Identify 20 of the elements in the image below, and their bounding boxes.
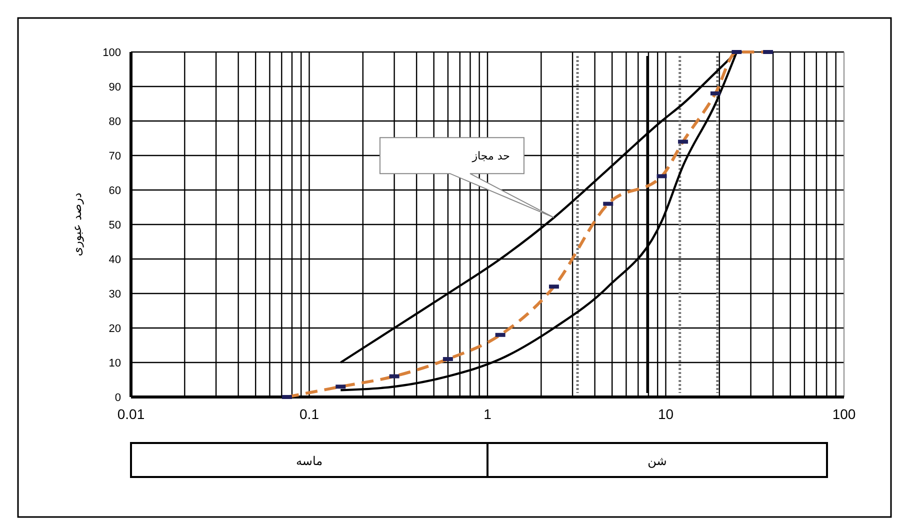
text: ماسه — [296, 454, 323, 468]
x-tick-label: 10 — [658, 406, 674, 422]
x-tick-label: 0.1 — [300, 406, 320, 422]
y-axis-title: درصد عبوری — [70, 192, 84, 256]
y-tick-label: 100 — [102, 47, 121, 59]
y-tick-label: 50 — [108, 220, 121, 232]
x-tick-label: 100 — [832, 406, 856, 422]
x-tick-label: 1 — [484, 406, 492, 422]
y-tick-label: 70 — [108, 150, 121, 162]
y-tick-label: 30 — [108, 288, 121, 300]
y-tick-label: 60 — [108, 185, 121, 197]
x-tick-label: 0.01 — [117, 406, 145, 422]
y-tick-label: 80 — [108, 116, 121, 128]
y-tick-label: 10 — [108, 358, 121, 370]
annotation: حد مجاز — [471, 150, 510, 163]
y-tick-label: 90 — [108, 82, 121, 94]
y-tick-label: 0 — [114, 392, 121, 404]
y-tick-label: 40 — [108, 254, 121, 266]
y-tick-label: 20 — [108, 323, 121, 335]
text: شن — [648, 454, 667, 468]
